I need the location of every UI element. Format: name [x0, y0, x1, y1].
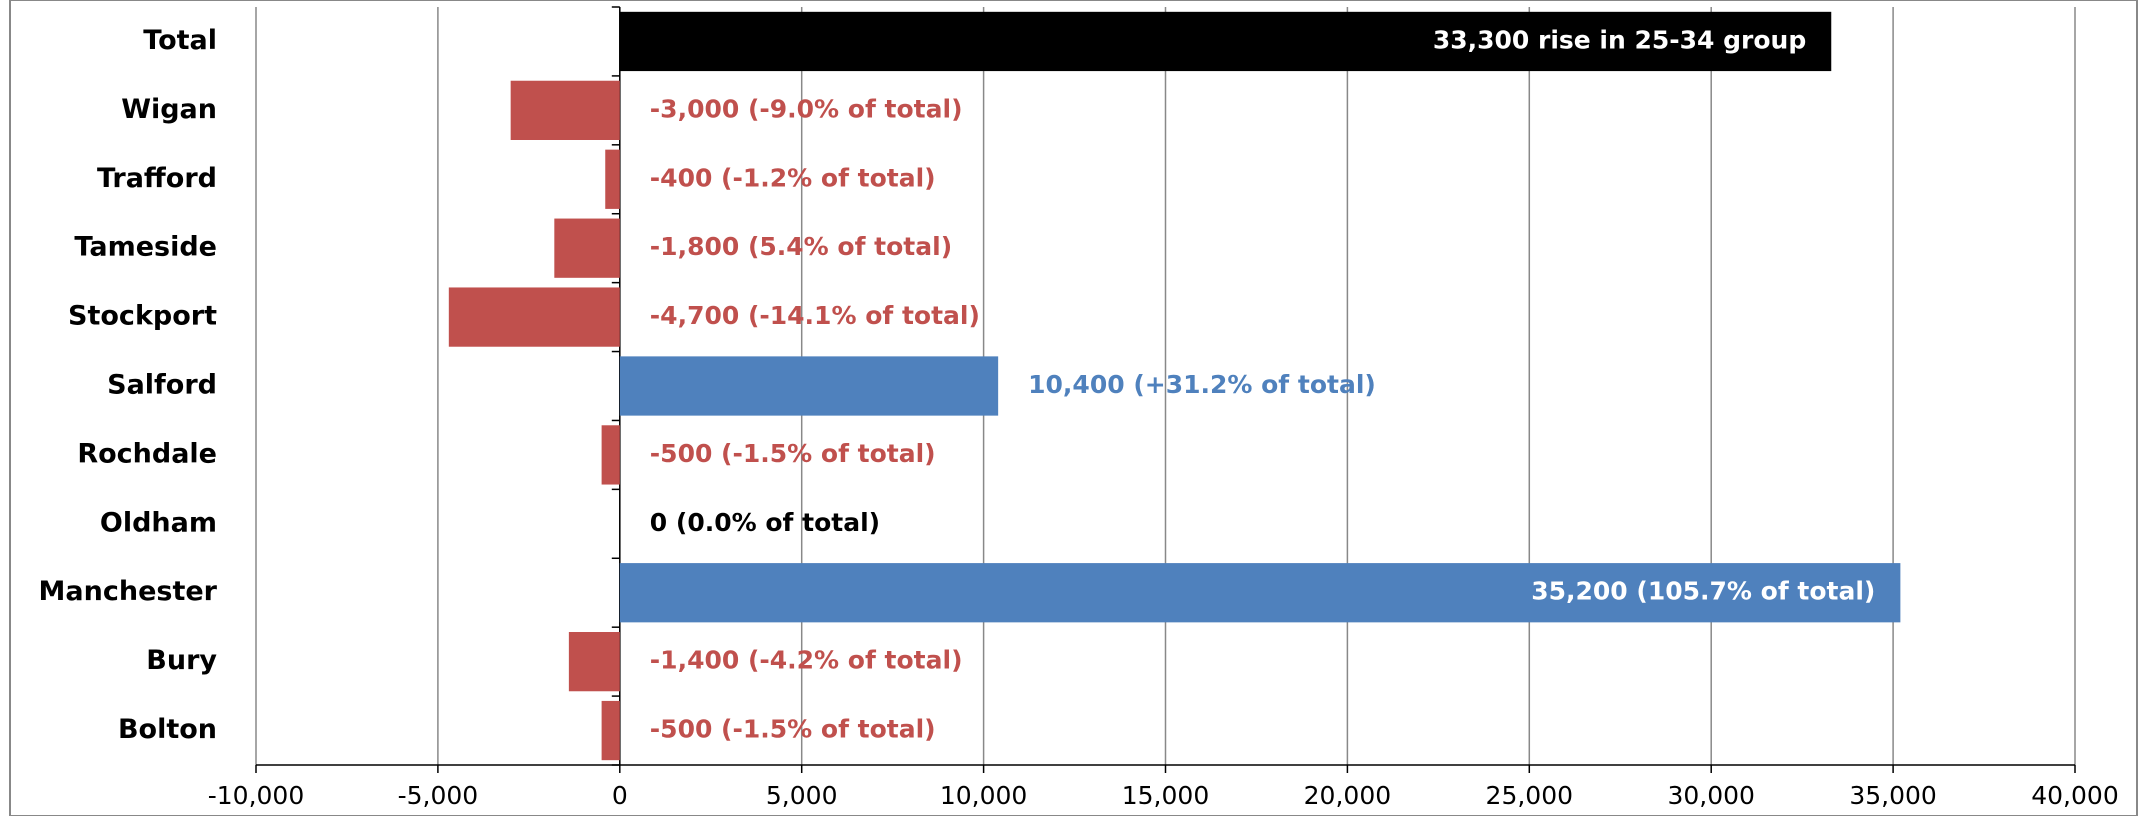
value-label: -3,000 (-9.0% of total) [650, 94, 963, 123]
value-label: -400 (-1.2% of total) [650, 163, 936, 192]
x-tick-label: 30,000 [1667, 781, 1754, 810]
bar [601, 425, 620, 485]
x-tick-label: 0 [612, 781, 628, 810]
y-tick-label: Tameside [74, 232, 217, 263]
bar [448, 287, 620, 347]
bar [619, 356, 999, 416]
frame [9, 0, 2138, 816]
x-tick-label: -5,000 [398, 781, 479, 810]
x-tick-label: -10,000 [208, 781, 305, 810]
x-tick-label: 10,000 [940, 781, 1027, 810]
bar [510, 80, 620, 140]
value-label: 35,200 (105.7% of total) [1531, 577, 1875, 606]
y-tick-label: Trafford [97, 163, 217, 194]
y-tick-label: Manchester [39, 576, 218, 607]
y-tick-label: Total [143, 25, 217, 56]
y-tick-label: Bolton [118, 714, 217, 745]
y-tick-label: Wigan [121, 94, 217, 125]
value-label: -1,800 (5.4% of total) [650, 232, 952, 261]
x-tick-label: 40,000 [2031, 781, 2118, 810]
x-tick-label: 20,000 [1304, 781, 1391, 810]
value-label: 0 (0.0% of total) [650, 508, 880, 537]
value-label: 10,400 (+31.2% of total) [1028, 370, 1376, 399]
x-tick-label: 5,000 [766, 781, 838, 810]
bar [568, 632, 620, 692]
value-label: 33,300 rise in 25-34 group [1433, 25, 1806, 54]
bar [619, 563, 1901, 623]
value-label: -4,700 (-14.1% of total) [650, 301, 980, 330]
y-tick-label: Salford [107, 370, 217, 401]
bar [601, 700, 620, 761]
bar [605, 149, 620, 209]
x-tick-label: 15,000 [1122, 781, 1209, 810]
value-label: -500 (-1.5% of total) [650, 439, 936, 468]
y-tick-label: Rochdale [77, 438, 217, 469]
bar [619, 11, 1832, 72]
value-label: -1,400 (-4.2% of total) [650, 646, 963, 675]
x-tick-label: 25,000 [1486, 781, 1573, 810]
y-tick-label: Oldham [100, 507, 217, 538]
y-tick-label: Stockport [68, 301, 217, 332]
value-label: -500 (-1.5% of total) [650, 715, 936, 744]
y-tick-label: Bury [146, 645, 217, 676]
bar [554, 218, 620, 278]
x-tick-label: 35,000 [1849, 781, 1936, 810]
